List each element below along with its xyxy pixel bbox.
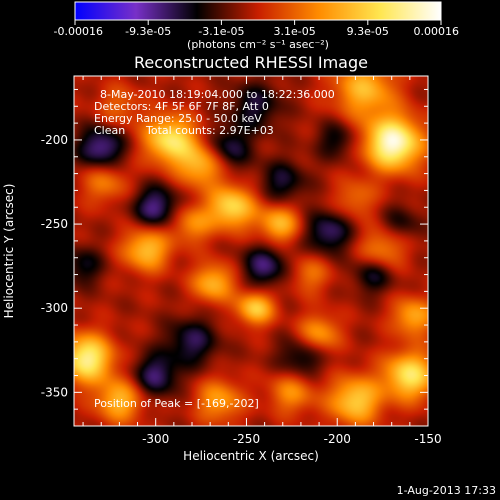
heatmap-area	[74, 76, 428, 426]
annotations: 8-May-2010 18:19:04.000 to 18:22:36.000 …	[94, 88, 335, 410]
x-tick-label: -150	[414, 432, 441, 446]
x-tick-label: -200	[324, 432, 351, 446]
colorbar-tick-label: 0.00016	[414, 25, 460, 38]
colorbar-tick-label: -9.3e-05	[125, 25, 171, 38]
footer-timestamp: 1-Aug-2013 17:33	[397, 484, 496, 497]
plot-frame	[73, 75, 429, 427]
heatmap-image	[74, 76, 428, 426]
colorbar-gradient	[74, 1, 442, 21]
annotation-algorithm: Clean	[94, 124, 125, 137]
annotation-time-range: 8-May-2010 18:19:04.000 to 18:22:36.000	[100, 88, 335, 101]
annotation-detectors: Detectors: 4F 5F 6F 7F 8F, Att 0	[94, 100, 269, 113]
colorbar-unit-label: (photons cm⁻² s⁻¹ asec⁻²)	[187, 38, 329, 51]
colorbar-tick-label: -3.1e-05	[198, 25, 244, 38]
y-axis-label: Heliocentric Y (arcsec)	[2, 184, 16, 319]
x-tick-label: -300	[142, 432, 169, 446]
colorbar-tick-label: 9.3e-05	[347, 25, 389, 38]
colorbar-tick-label: -0.00016	[54, 25, 103, 38]
annotation-energy-range: Energy Range: 25.0 - 50.0 keV	[94, 112, 262, 125]
y-tick-label: -350	[41, 385, 68, 399]
x-axis: -300 -250 -200 -150	[82, 76, 442, 446]
y-tick-label: -200	[41, 133, 68, 147]
annotation-total-counts: Total counts: 2.97E+03	[145, 124, 274, 137]
y-tick-label: -250	[41, 217, 68, 231]
colorbar-tick-label: 3.1e-05	[273, 25, 315, 38]
colorbar: -0.00016 -9.3e-05 -3.1e-05 3.1e-05 9.3e-05 0.…	[54, 1, 459, 51]
y-tick-label: -300	[41, 301, 68, 315]
x-tick-label: -250	[233, 432, 260, 446]
chart-title: Reconstructed RHESSI Image	[134, 53, 368, 72]
x-axis-label: Heliocentric X (arcsec)	[183, 449, 319, 463]
y-axis: -350 -300 -250 -200	[41, 88, 428, 427]
colorbar-ticks: -0.00016 -9.3e-05 -3.1e-05 3.1e-05 9.3e-05 0.…	[54, 20, 459, 38]
annotation-peak-position: Position of Peak = [-169,-202]	[94, 397, 259, 410]
